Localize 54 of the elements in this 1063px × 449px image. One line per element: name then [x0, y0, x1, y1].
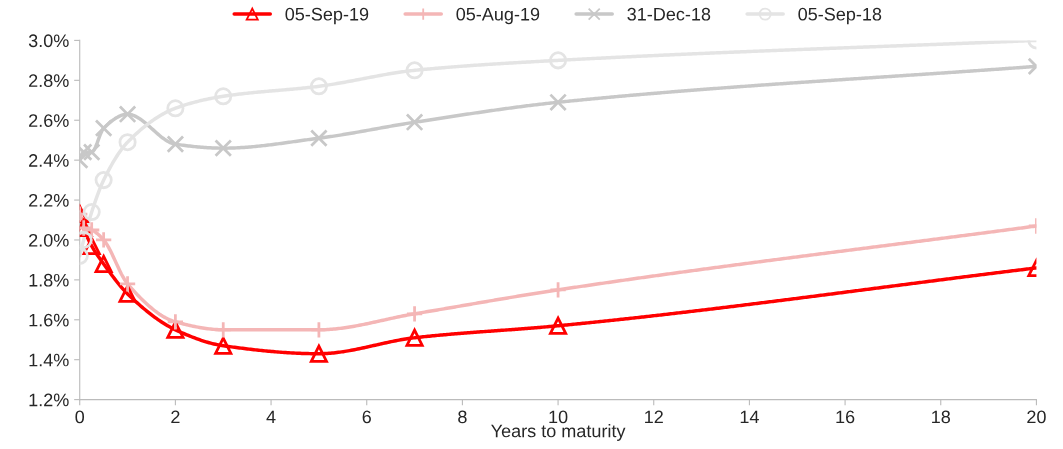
legend-label: 05-Sep-18 — [798, 7, 882, 25]
point — [405, 61, 424, 80]
y-tick-label: 2.8% — [29, 74, 69, 88]
x-tick-label: 10 — [549, 410, 568, 424]
legend-label: 05-Aug-19 — [456, 7, 540, 25]
point — [166, 135, 185, 154]
point — [405, 113, 424, 132]
point — [309, 320, 328, 339]
x-tick-label: 18 — [932, 410, 951, 424]
point — [94, 171, 113, 190]
point — [94, 230, 113, 249]
point — [82, 220, 101, 240]
point — [166, 99, 185, 118]
x-tick-label: 20 — [1027, 410, 1046, 424]
y-tick-label: 1.4% — [29, 353, 69, 367]
point — [82, 203, 101, 222]
x-tick-label: 8 — [458, 410, 467, 424]
x-tick-label: 2 — [171, 410, 180, 424]
x-axis-title: Years to maturity — [491, 424, 626, 441]
point — [309, 77, 328, 96]
point — [214, 139, 233, 158]
y-tick-label: 2.0% — [29, 233, 69, 247]
y-tick-label: 1.8% — [29, 273, 69, 287]
point — [549, 316, 568, 335]
point — [549, 51, 568, 70]
x-tick-label: 0 — [75, 410, 85, 424]
point — [214, 320, 233, 339]
point — [118, 105, 137, 124]
legend-label: 31-Dec-18 — [627, 7, 711, 21]
point — [405, 304, 424, 323]
point — [214, 87, 233, 106]
point — [118, 133, 137, 152]
x-tick-label: 16 — [836, 410, 855, 424]
x-tick-label: 12 — [645, 410, 663, 424]
x-tick-label: 14 — [740, 410, 759, 424]
point — [309, 344, 328, 363]
y-tick-label: 2.4% — [29, 154, 69, 167]
point — [166, 312, 185, 331]
x-tick-label: 6 — [362, 410, 371, 424]
y-tick-label: 3.0% — [28, 34, 69, 48]
y-tick-label: 2.6% — [29, 114, 69, 127]
point — [405, 328, 424, 347]
point — [118, 274, 137, 293]
y-tick-label: 2.2% — [29, 193, 69, 207]
point — [309, 129, 328, 148]
point — [214, 336, 233, 355]
point — [549, 280, 568, 299]
y-tick-label: 1.2% — [29, 393, 69, 407]
point — [549, 93, 568, 112]
x-tick-label: 4 — [266, 410, 276, 424]
legend-label: 05-Sep-19 — [285, 7, 369, 25]
point — [94, 119, 113, 138]
point — [94, 254, 113, 273]
y-tick-label: 1.6% — [29, 313, 69, 327]
